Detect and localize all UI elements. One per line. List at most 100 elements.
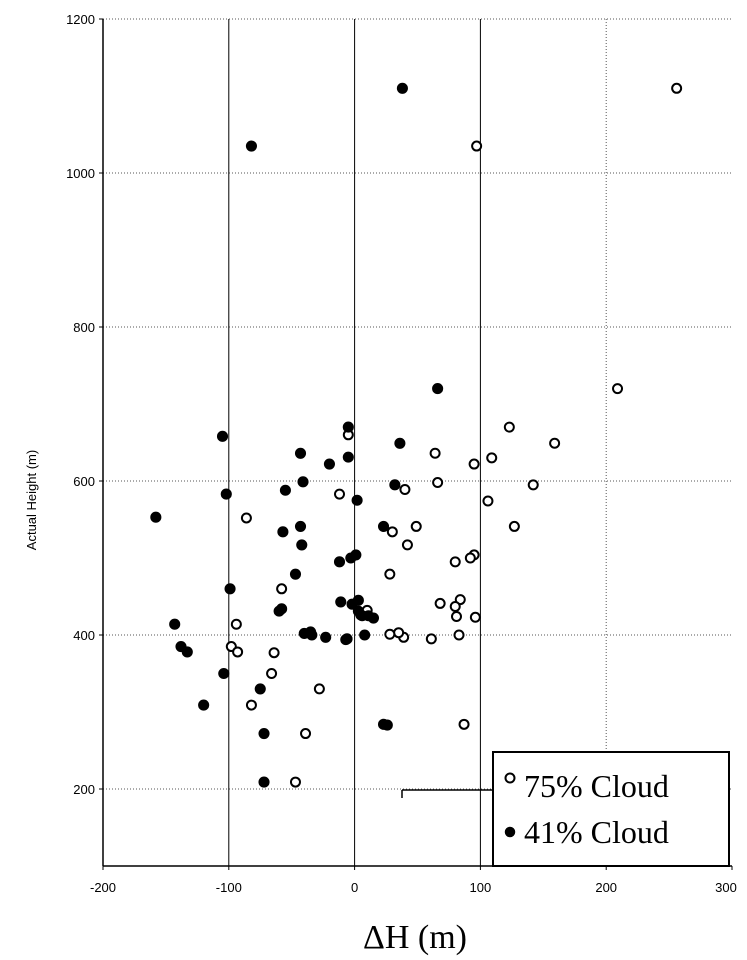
- data-point-75-cloud: [230, 618, 242, 630]
- data-point-41-cloud: [181, 646, 193, 658]
- y-tick-label: 1000: [66, 166, 95, 181]
- data-point-41-cloud: [216, 430, 229, 442]
- data-point-75-cloud: [612, 383, 624, 395]
- x-tick-label: 0: [351, 880, 358, 895]
- data-point-75-cloud: [334, 488, 346, 500]
- data-point-75-cloud: [458, 718, 470, 730]
- data-point-41-cloud: [258, 728, 270, 740]
- data-point-41-cloud: [335, 596, 347, 608]
- data-point-41-cloud: [220, 488, 232, 500]
- data-point-75-cloud: [464, 552, 476, 564]
- data-point-75-cloud: [384, 628, 396, 640]
- data-point-41-cloud: [320, 631, 332, 643]
- data-point-75-cloud: [245, 699, 257, 711]
- data-point-75-cloud: [453, 629, 465, 641]
- data-point-75-cloud: [276, 583, 288, 595]
- data-point-41-cloud: [198, 699, 210, 711]
- data-point-75-cloud: [401, 539, 413, 551]
- plot-frame: [99, 18, 733, 870]
- data-point-75-cloud: [266, 668, 278, 679]
- data-point-41-cloud: [245, 140, 257, 152]
- data-point-41-cloud: [297, 476, 309, 488]
- data-point-41-cloud: [279, 484, 291, 496]
- x-tick-label: 100: [470, 880, 492, 895]
- data-point-41-cloud: [306, 629, 318, 641]
- data-point-75-cloud: [410, 520, 422, 532]
- data-point-41-cloud: [289, 568, 302, 580]
- data-point-41-cloud: [346, 598, 358, 610]
- data-point-41-cloud: [377, 520, 390, 532]
- data-point-75-cloud: [449, 556, 461, 568]
- x-axis-label: ΔH (m): [363, 919, 467, 956]
- data-point-75-cloud: [429, 447, 441, 459]
- x-tick-label: 200: [595, 880, 617, 895]
- data-point-41-cloud: [254, 683, 266, 695]
- data-point-41-cloud: [394, 437, 406, 449]
- data-point-75-cloud: [486, 452, 498, 464]
- data-point-41-cloud: [296, 539, 308, 551]
- data-point-75-cloud: [399, 483, 411, 495]
- data-point-41-cloud: [218, 667, 230, 680]
- data-point-41-cloud: [351, 494, 363, 506]
- data-point-75-cloud: [482, 495, 494, 507]
- data-point-75-cloud: [549, 437, 561, 449]
- data-point-41-cloud: [359, 629, 371, 641]
- y-tick-label: 600: [73, 474, 95, 489]
- data-point-41-cloud: [381, 719, 393, 731]
- data-point-75-cloud: [240, 512, 252, 524]
- legend: 75% Cloud 41% Cloud: [401, 751, 730, 867]
- data-point-75-cloud: [449, 601, 461, 613]
- data-point-75-cloud: [313, 683, 325, 695]
- data-point-75-cloud: [384, 568, 396, 580]
- data-point-41-cloud: [323, 458, 335, 470]
- legend-marker-41-cloud: [504, 826, 516, 838]
- data-point-75-cloud: [393, 627, 405, 639]
- data-point-41-cloud: [367, 612, 380, 624]
- data-point-75-cloud: [432, 477, 444, 489]
- data-point-41-cloud: [294, 520, 307, 532]
- data-point-75-cloud: [289, 776, 301, 788]
- data-point-75-cloud: [469, 611, 481, 623]
- data-point-41-cloud: [432, 383, 444, 395]
- data-point-41-cloud: [150, 511, 162, 523]
- tick-labels: 200 400 600 800 1000 1200 -200 -100 0 100 200 300: [66, 12, 737, 895]
- data-points: [150, 82, 683, 788]
- data-point-75-cloud: [232, 646, 244, 658]
- data-point-41-cloud: [340, 634, 352, 646]
- data-point-75-cloud: [508, 520, 520, 532]
- y-axis-label: Actual Height (m): [24, 450, 39, 550]
- legend-marker-75-cloud: [504, 772, 516, 784]
- x-tick-label: -200: [90, 880, 116, 895]
- data-point-75-cloud: [425, 633, 437, 645]
- data-point-41-cloud: [169, 618, 181, 630]
- data-point-75-cloud: [471, 140, 483, 152]
- y-tick-label: 400: [73, 628, 95, 643]
- data-point-41-cloud: [333, 556, 346, 568]
- data-point-41-cloud: [342, 421, 354, 433]
- data-point-41-cloud: [345, 552, 357, 564]
- data-point-75-cloud: [300, 728, 312, 740]
- data-point-41-cloud: [294, 447, 307, 459]
- y-tick-label: 200: [73, 782, 95, 797]
- y-tick-label: 800: [73, 320, 95, 335]
- legend-label-75-cloud: 75% Cloud: [524, 768, 669, 804]
- data-point-75-cloud: [434, 597, 446, 609]
- legend-label-41-cloud: 41% Cloud: [524, 814, 669, 850]
- data-point-41-cloud: [396, 82, 408, 94]
- x-tick-label: -100: [216, 880, 242, 895]
- grid-lines: [103, 18, 732, 866]
- data-point-75-cloud: [450, 611, 462, 623]
- legend-box: [492, 751, 730, 867]
- data-point-75-cloud: [671, 82, 683, 94]
- data-point-75-cloud: [527, 479, 539, 491]
- data-point-41-cloud: [389, 479, 401, 491]
- data-point-41-cloud: [277, 526, 289, 538]
- data-point-75-cloud: [268, 647, 280, 659]
- data-point-41-cloud: [224, 583, 236, 595]
- data-point-75-cloud: [386, 526, 398, 538]
- data-point-75-cloud: [503, 421, 515, 433]
- data-point-41-cloud: [273, 605, 285, 617]
- data-point-75-cloud: [468, 458, 480, 470]
- y-tick-label: 1200: [66, 12, 95, 27]
